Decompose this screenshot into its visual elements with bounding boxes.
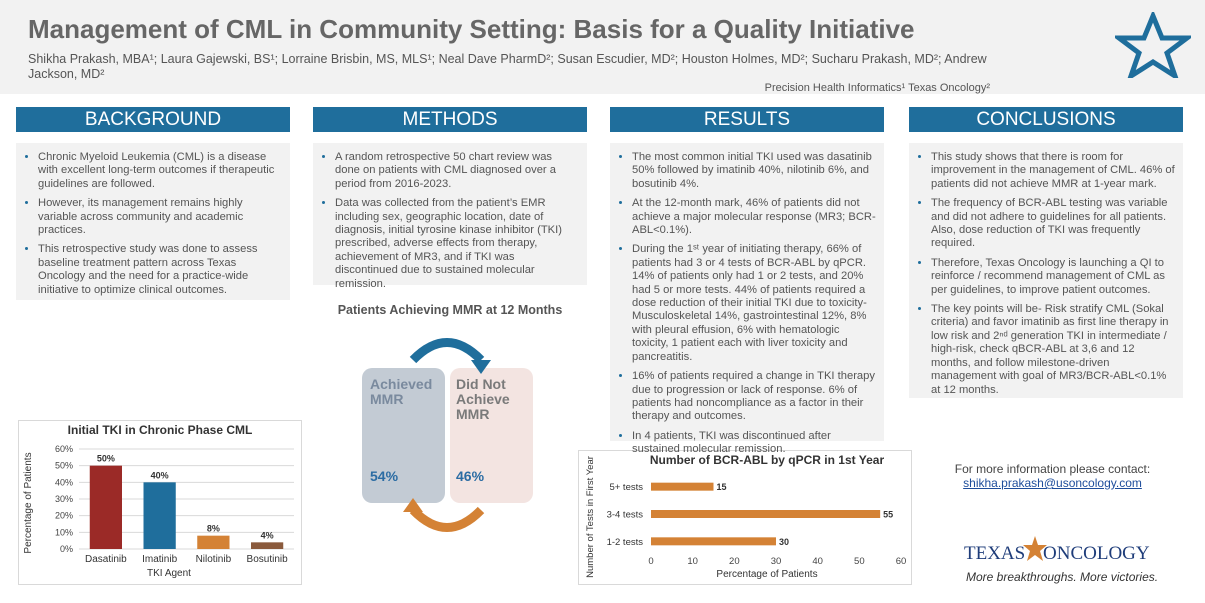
star-logo [1115, 12, 1191, 78]
value-label: 50% [97, 454, 115, 464]
arrow [409, 338, 485, 364]
y-tick-label: 40% [55, 477, 73, 487]
y-tick-label: 5+ tests [609, 482, 643, 493]
bullet: Therefore, Texas Oncology is launching a… [931, 257, 1175, 297]
bar [143, 482, 176, 549]
mmr-title: Patients Achieving MMR at 12 Months [337, 303, 563, 317]
bullet: However, its management remains highly v… [38, 197, 282, 237]
not-achieved-box [450, 368, 533, 503]
bullet-list: Chronic Myeloid Leukemia (CML) is a dise… [16, 143, 290, 311]
x-tick-label: 60 [896, 556, 907, 567]
arrowhead [403, 498, 423, 512]
y-tick-label: 3-4 tests [607, 510, 644, 521]
not-achieved-label: Did Not Achieve MMR [456, 376, 510, 422]
x-tick-label: 0 [648, 556, 653, 567]
value-label: 15 [717, 482, 727, 492]
y-axis-label: Number of Tests in First Year [585, 456, 596, 578]
bullet: At the 12-month mark, 46% of patients di… [632, 197, 876, 237]
bullet: The frequency of BCR-ABL testing was var… [931, 197, 1175, 251]
section-body: A random retrospective 50 chart review w… [313, 143, 587, 290]
section-heading: CONCLUSIONS [909, 107, 1183, 132]
x-axis-label: Percentage of Patients [716, 569, 817, 580]
y-tick-label: 20% [55, 511, 73, 521]
x-tick-label: Nilotinib [196, 554, 232, 565]
bar [651, 482, 714, 491]
y-tick-label: 30% [55, 494, 73, 504]
x-tick-label: 30 [771, 556, 782, 567]
value-label: 4% [261, 530, 274, 540]
logo-word: TEXAS [964, 543, 1026, 564]
logo-star [1023, 536, 1047, 561]
bullet-list: A random retrospective 50 chart review w… [313, 143, 587, 305]
tki-chart: Initial TKI in Chronic Phase CML Percent… [18, 420, 302, 585]
mmr-diagram [362, 338, 533, 532]
y-axis-label: Percentage of Patients [23, 452, 34, 553]
x-tick-label: 10 [687, 556, 698, 567]
logo-word: ONCOLOGY [1043, 543, 1150, 564]
bullet-list: This study shows that there is room for … [909, 143, 1183, 411]
y-tick-label: 0% [60, 544, 73, 554]
achieved-value: 54% [370, 468, 399, 484]
authors: Shikha Prakash, MBA¹; Laura Gajewski, BS… [28, 52, 987, 81]
value-label: 30 [779, 537, 789, 547]
poster-title: Management of CML in Community Setting: … [28, 14, 915, 44]
bullet: During the 1ˢᵗ year of initiating therap… [632, 243, 876, 364]
section-body: This study shows that there is room for … [909, 143, 1183, 398]
value-label: 8% [207, 524, 220, 534]
x-tick-label: 20 [729, 556, 740, 567]
bar [89, 465, 122, 549]
contact-text: For more information please contact: [954, 462, 1151, 476]
bar [651, 537, 776, 546]
header-band [0, 0, 1205, 94]
bar [651, 510, 881, 518]
y-tick-label: 10% [55, 527, 73, 537]
y-tick-label: 50% [55, 461, 73, 471]
contact-email[interactable]: shikha.prakash@usoncology.com [963, 476, 1142, 490]
section-heading: BACKGROUND [16, 107, 290, 132]
bullet: This study shows that there is room for … [931, 151, 1175, 191]
bullet: Chronic Myeloid Leukemia (CML) is a dise… [38, 151, 282, 191]
section-body: The most common initial TKI used was das… [610, 143, 884, 455]
achieved-label: Achieved MMR [370, 376, 433, 407]
y-tick-label: 1-2 tests [607, 537, 644, 548]
x-axis-label: TKI Agent [147, 568, 191, 579]
x-tick-label: 50 [854, 556, 865, 567]
x-tick-label: Dasatinib [85, 554, 127, 565]
x-tick-label: 40 [812, 556, 823, 567]
chart-title: Initial TKI in Chronic Phase CML [68, 423, 253, 437]
arrow [409, 506, 485, 532]
bullet: The key points will be- Risk stratify CM… [931, 303, 1175, 397]
affiliations: Precision Health Informatics¹ Texas Onco… [764, 82, 990, 94]
x-tick-label: Imatinib [142, 554, 177, 565]
value-label: 40% [151, 470, 169, 480]
bullet: Data was collected from the patient’s EM… [335, 197, 579, 291]
bullet: In 4 patients, TKI was discontinued afte… [632, 430, 876, 457]
bar [251, 542, 284, 549]
achieved-box [362, 368, 445, 503]
section-heading: METHODS [313, 107, 587, 132]
section-body: Chronic Myeloid Leukemia (CML) is a dise… [16, 143, 290, 300]
section-heading: RESULTS [610, 107, 884, 132]
bullet: A random retrospective 50 chart review w… [335, 151, 579, 191]
logo-tagline: More breakthroughs. More victories. [966, 570, 1159, 584]
bcr-abl-chart: Number of BCR-ABL by qPCR in 1st Year Pe… [578, 450, 912, 585]
not-achieved-value: 46% [456, 468, 485, 484]
chart-title: Number of BCR-ABL by qPCR in 1st Year [650, 453, 885, 467]
arrowhead [471, 360, 491, 374]
bullet: 16% of patients required a change in TKI… [632, 370, 876, 424]
bullet-list: The most common initial TKI used was das… [610, 143, 884, 471]
x-tick-label: Bosutinib [247, 554, 289, 565]
bullet: This retrospective study was done to ass… [38, 243, 282, 297]
bullet: The most common initial TKI used was das… [632, 151, 876, 191]
value-label: 55 [883, 510, 893, 520]
bar [197, 535, 230, 549]
y-tick-label: 60% [55, 444, 73, 454]
